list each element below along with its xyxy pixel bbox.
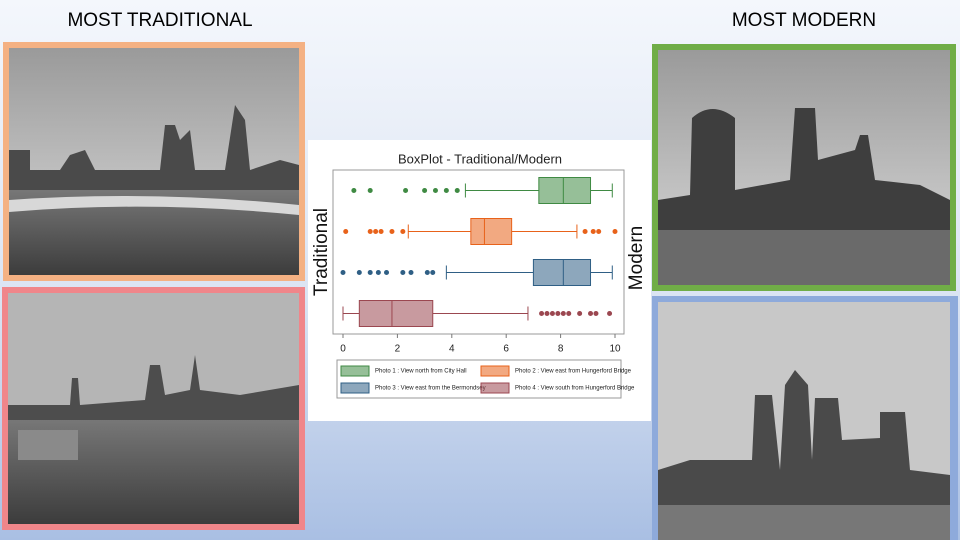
outlier xyxy=(367,270,373,275)
outlier xyxy=(612,229,618,234)
chart-title: BoxPlot - Traditional/Modern xyxy=(398,151,562,166)
outlier xyxy=(378,229,384,234)
outlier xyxy=(443,188,449,193)
outlier xyxy=(375,270,381,275)
outlier xyxy=(454,188,460,193)
box xyxy=(538,177,592,204)
x-tick-label: 2 xyxy=(395,344,401,355)
x-tick-label: 0 xyxy=(340,344,346,355)
outlier xyxy=(582,229,588,234)
outlier xyxy=(384,270,390,275)
photo-traditional-1 xyxy=(3,42,305,281)
outlier xyxy=(555,311,561,316)
plot-frame xyxy=(332,169,625,335)
outlier xyxy=(566,311,572,316)
outlier xyxy=(588,311,594,316)
outlier xyxy=(351,188,357,193)
legend-swatch xyxy=(340,365,370,377)
outlier xyxy=(389,229,395,234)
outlier xyxy=(400,229,406,234)
y-axis-label: Traditional xyxy=(311,208,332,296)
outlier xyxy=(577,311,583,316)
outlier xyxy=(343,229,349,234)
left-heading: MOST TRADITIONAL xyxy=(67,10,252,31)
outlier xyxy=(590,229,596,234)
outlier xyxy=(430,270,436,275)
legend-label: Photo 3 : View east from the Bermondsey xyxy=(375,386,486,392)
outlier xyxy=(373,229,379,234)
right-heading: MOST MODERN xyxy=(732,10,876,31)
chart: BoxPlot - Traditional/Modern Traditional… xyxy=(311,151,647,399)
outlier xyxy=(549,311,555,316)
legend-swatch xyxy=(480,382,510,394)
outlier xyxy=(356,270,362,275)
photo-modern-2 xyxy=(652,296,958,540)
x-tick-label: 8 xyxy=(558,344,564,355)
legend-swatch xyxy=(340,382,370,394)
box xyxy=(532,259,592,286)
box xyxy=(358,300,434,327)
outlier xyxy=(593,311,599,316)
legend-swatch xyxy=(480,365,510,377)
outlier xyxy=(340,270,346,275)
outlier xyxy=(596,229,602,234)
outlier xyxy=(408,270,414,275)
x-tick-label: 10 xyxy=(609,344,621,355)
outlier xyxy=(424,270,430,275)
legend-label: Photo 1 : View north from City Hall xyxy=(375,369,467,375)
outlier xyxy=(544,311,550,316)
outlier xyxy=(403,188,409,193)
outlier xyxy=(400,270,406,275)
y2-axis-label: Modern xyxy=(626,226,647,290)
legend-label: Photo 4 : View south from Hungerford Bri… xyxy=(515,386,635,392)
photo-modern-1 xyxy=(652,44,956,291)
outlier xyxy=(432,188,438,193)
outlier xyxy=(607,311,613,316)
outlier xyxy=(539,311,545,316)
outlier xyxy=(367,188,373,193)
outlier xyxy=(367,229,373,234)
x-tick-label: 4 xyxy=(449,344,455,355)
box xyxy=(470,218,513,245)
legend-label: Photo 2 : View east from Hungerford Brid… xyxy=(515,369,632,375)
legend xyxy=(336,359,622,399)
photo-traditional-2 xyxy=(2,287,305,530)
outlier xyxy=(560,311,566,316)
outlier xyxy=(422,188,428,193)
x-tick-label: 6 xyxy=(503,344,509,355)
